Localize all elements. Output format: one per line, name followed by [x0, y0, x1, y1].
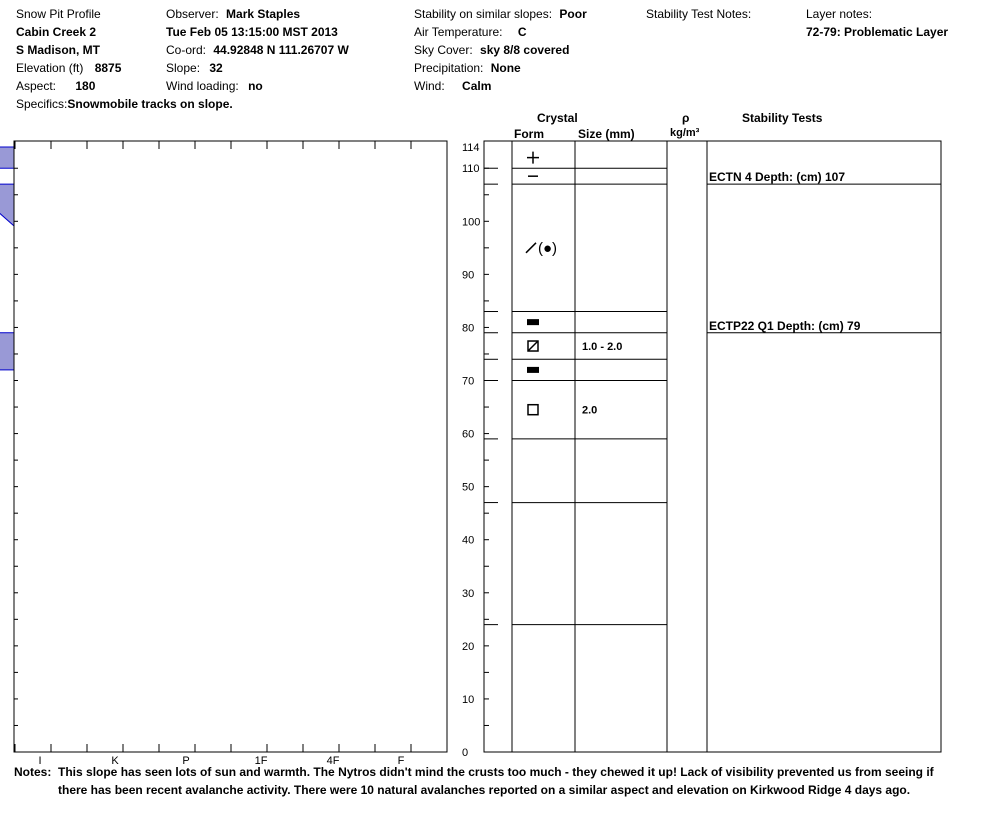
region: S Madison, MT: [16, 43, 100, 57]
hardness-tick-label: P: [182, 755, 189, 767]
solid-rect-icon: [527, 319, 539, 326]
air-temp-label: Air Temperature:: [414, 25, 503, 39]
wind-loading-label: Wind loading:: [166, 79, 239, 93]
observation-datetime: Tue Feb 05 13:15:00 MST 2013: [166, 25, 338, 39]
observer-label: Observer:: [166, 7, 219, 21]
depth-tick-label: 20: [462, 641, 474, 653]
elevation-row: Elevation (ft) 8875: [16, 61, 121, 75]
depth-tick-label: 100: [462, 216, 480, 228]
aspect-row: Aspect: 180: [16, 79, 95, 93]
depth-tick-label: 0: [462, 747, 468, 759]
sky-row: Sky Cover: sky 8/8 covered: [414, 43, 569, 57]
stability-test-1: ECTP22 Q1 Depth: (cm) 79: [709, 318, 861, 333]
wind-label: Wind:: [414, 79, 445, 93]
hardness-tick-label: K: [111, 755, 119, 767]
crystal-form-solid-rect: [527, 366, 539, 373]
notes: Notes: This slope has seen lots of sun a…: [14, 763, 974, 799]
open-square-icon: [527, 403, 539, 416]
air-temp-row: Air Temperature: C: [414, 25, 527, 39]
slope-value: 32: [209, 61, 223, 75]
hatched-square-icon: [527, 340, 539, 352]
hardness-tick-label: 1F: [255, 755, 268, 767]
depth-tick-label: 30: [462, 588, 474, 600]
elevation-label: Elevation (ft): [16, 61, 84, 75]
stability-row: Stability on similar slopes: Poor: [414, 7, 587, 21]
specifics-value: Snowmobile tracks on slope.: [67, 97, 233, 111]
crystal-header: Crystal: [537, 111, 578, 125]
aspect-value: 180: [75, 79, 96, 93]
depth-tick-label: 90: [462, 269, 474, 281]
slope-label: Slope:: [166, 61, 201, 75]
depth-tick-label: 50: [462, 482, 474, 494]
wind-loading-row: Wind loading: no: [166, 79, 263, 93]
crystal-form-plus: [527, 151, 539, 164]
hardness-tick-label: I: [38, 755, 41, 767]
air-temp-value: C: [517, 25, 527, 39]
crystal-form-hatched-square: 1.0 - 2.0: [527, 340, 622, 353]
crystal-size-label: 2.0: [582, 405, 597, 417]
crystal-size-label: 1.0 - 2.0: [582, 341, 622, 353]
slope-row: Slope: 32: [166, 61, 223, 75]
coord-value: 44.92848 N 111.26707 W: [213, 43, 349, 57]
precip-value: None: [490, 61, 521, 75]
hatch-icon: [527, 340, 539, 352]
layer-notes-value: 72-79: Problematic Layer: [806, 25, 949, 39]
wind-loading-value: no: [248, 79, 263, 93]
slash-icon: [525, 242, 537, 254]
sky-value: sky 8/8 covered: [480, 43, 570, 57]
specifics-row: Specifics:Snowmobile tracks on slope.: [16, 97, 233, 111]
paren-dot-icon: (●): [538, 240, 557, 257]
depth-tick-label: 10: [462, 694, 474, 706]
depth-tick-label: 60: [462, 429, 474, 441]
hardness-tick-label: F: [398, 755, 405, 767]
specifics-label: Specifics:: [16, 97, 68, 111]
stability-notes-label: Stability Test Notes:: [646, 7, 752, 21]
page-title: Snow Pit Profile: [16, 7, 101, 21]
crystal-form-open-square: 2.0: [527, 403, 597, 417]
observer-value: Mark Staples: [226, 7, 301, 21]
hardness-tick-label: 4F: [327, 755, 340, 767]
precip-row: Precipitation: None: [414, 61, 521, 75]
layer-notes-label: Layer notes:: [806, 7, 873, 21]
aspect-label: Aspect:: [16, 79, 57, 93]
wind-row: Wind: Calm: [414, 79, 491, 93]
elevation-value: 8875: [94, 61, 122, 75]
coord-label: Co-ord:: [166, 43, 207, 57]
rho-unit-header: kg/m³: [670, 127, 700, 139]
stability-test-0: ECTN 4 Depth: (cm) 107: [709, 170, 846, 185]
form-header: Form: [514, 127, 544, 141]
depth-tick-label: 110: [462, 163, 480, 175]
depth-tick-label: 114: [462, 142, 480, 154]
chart-axes: I K P 1F 4F F 0 10 20 30 40 50 60 70 80 90 100 110 114: [13, 140, 942, 767]
location-name: Cabin Creek 2: [16, 25, 97, 39]
notes-line-2: there has been recent avalanche activity…: [58, 783, 911, 797]
depth-tick-label: 70: [462, 376, 474, 388]
crystal-form-solid-rect: [527, 319, 539, 326]
size-header: Size (mm): [578, 127, 635, 141]
crystal-form-slash-paren-dot: (●): [525, 240, 557, 257]
depth-tick-label: 80: [462, 322, 474, 334]
crystal-layers: (●) 1.0 - 2.0 2.0: [484, 151, 941, 626]
stability-value: Poor: [559, 7, 587, 21]
hardness-plot-frame: [13, 140, 448, 753]
rho-header: ρ: [682, 111, 690, 125]
observer-row: Observer: Mark Staples: [166, 7, 300, 21]
notes-label: Notes:: [14, 765, 52, 779]
coord-row: Co-ord: 44.92848 N 111.26707 W: [166, 43, 349, 57]
notes-line-1: This slope has seen lots of sun and warm…: [58, 765, 934, 779]
sky-label: Sky Cover:: [414, 43, 473, 57]
solid-rect-icon: [527, 366, 539, 373]
stability-label: Stability on similar slopes:: [414, 7, 553, 21]
wind-value: Calm: [462, 79, 492, 93]
stability-tests-header: Stability Tests: [742, 111, 823, 125]
depth-tick-label: 40: [462, 535, 474, 547]
layer-table-frame: [483, 140, 942, 753]
precip-label: Precipitation:: [414, 61, 484, 75]
